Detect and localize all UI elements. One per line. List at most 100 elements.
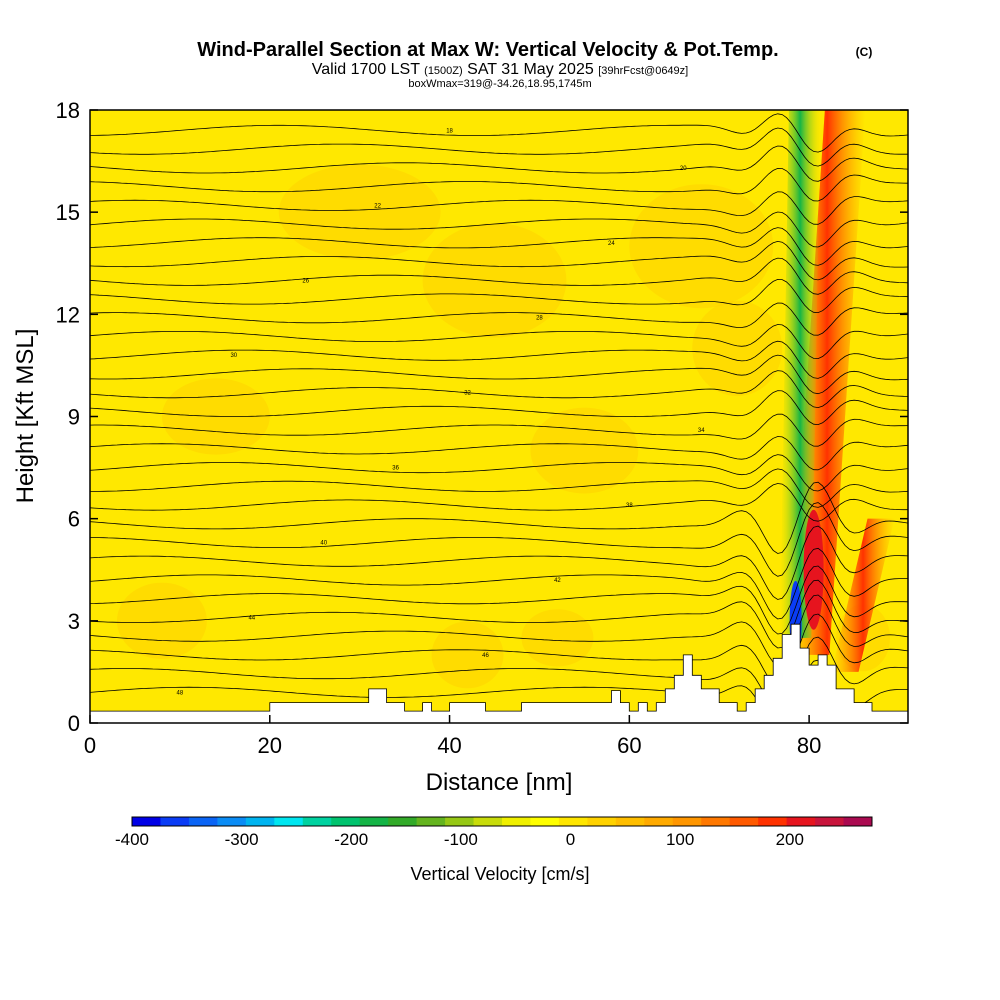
- colorbar-swatch: [388, 817, 418, 826]
- downdraft-band: [779, 110, 821, 638]
- isentrope-line: [90, 211, 908, 248]
- colorbar-tick-label: 100: [666, 830, 694, 849]
- isentrope-line: [90, 502, 908, 577]
- isentrope-line: [90, 547, 908, 620]
- isentrope-line: [90, 525, 908, 600]
- colorbar-swatch: [644, 817, 674, 826]
- vv-patch: [692, 300, 783, 397]
- y-tick-label: 15: [56, 200, 80, 225]
- updraft-band-east: [831, 518, 895, 672]
- colorbar-tick-label: -300: [225, 830, 259, 849]
- colorbar-tick-label: -200: [334, 830, 368, 849]
- colorbar-label: Vertical Velocity [cm/s]: [410, 864, 589, 884]
- isentrope-line: [90, 579, 908, 649]
- box-info: boxWmax=319@-34.26,18.95,1745m: [408, 78, 591, 90]
- convective-plume: [779, 110, 895, 672]
- colorbar-swatch: [815, 817, 845, 826]
- isentrope-label: 38: [626, 503, 633, 509]
- colorbar-swatch: [331, 817, 361, 826]
- isentrope-label: 44: [248, 615, 255, 621]
- colorbar-tick-label: 0: [566, 830, 575, 849]
- colorbar-swatch: [843, 817, 873, 826]
- x-tick-label: 40: [437, 733, 461, 758]
- y-tick-label: 6: [68, 507, 80, 532]
- colorbar-swatch: [160, 817, 190, 826]
- isentrope-line: [90, 302, 908, 336]
- chart-title: Wind-Parallel Section at Max W: Vertical…: [197, 39, 778, 61]
- isentrope-label: 34: [698, 428, 705, 434]
- isentrope-label: 42: [554, 578, 561, 584]
- colorbar-tick-label: -100: [444, 830, 478, 849]
- isentrope-line: [90, 370, 908, 409]
- x-tick-label: 80: [797, 733, 821, 758]
- isentrope-line: [90, 191, 908, 225]
- isentrope-contours: [90, 113, 908, 723]
- isentrope-label: 46: [482, 653, 489, 659]
- isentrope-line: [90, 594, 908, 666]
- colorbar-swatch: [701, 817, 731, 826]
- vv-patch: [521, 609, 594, 667]
- colorbar: -400 -300 -200 -100 0 100 200: [115, 816, 873, 849]
- isentrope-label: 18: [446, 128, 453, 134]
- colorbar-tick-label: 200: [776, 830, 804, 849]
- vv-patch: [431, 621, 504, 689]
- isentrope-line: [90, 454, 908, 492]
- colorbar-swatch: [217, 817, 247, 826]
- isentrope-line: [90, 659, 908, 723]
- chart-subtitle: Valid 1700 LST (1500Z) SAT 31 May 2025 […: [312, 61, 688, 78]
- vv-patch: [422, 223, 567, 338]
- isentrope-label: 48: [177, 690, 184, 696]
- colorbar-swatch: [587, 817, 617, 826]
- colorbar-swatch: [473, 817, 503, 826]
- isentrope-line: [90, 113, 908, 153]
- isentrope-label: 26: [302, 278, 309, 284]
- y-tick-label: 12: [56, 302, 80, 327]
- y-axis: 0 3 6 9 12 15 18: [56, 98, 908, 736]
- colorbar-swatch: [530, 817, 560, 826]
- colorbar-swatch: [672, 817, 702, 826]
- isentrope-line: [90, 354, 908, 395]
- isentrope-label: 22: [374, 203, 381, 209]
- subtitle-forecast: [39hrFcst@0649z]: [598, 65, 688, 77]
- colorbar-swatch: [416, 817, 446, 826]
- x-tick-label: 0: [84, 733, 96, 758]
- isentrope-label: 32: [464, 391, 471, 397]
- isentrope-labels: 48 46 44 42 40 38 36 34 32 30 28 26 24 22 20 18: [177, 128, 706, 696]
- subtitle-valid: Valid 1700 LST: [312, 61, 420, 78]
- isentrope-line: [90, 340, 908, 379]
- colorbar-swatch: [758, 817, 788, 826]
- x-tick-label: 20: [258, 733, 282, 758]
- isentrope-line: [90, 468, 908, 508]
- y-tick-label: 3: [68, 609, 80, 634]
- y-tick-label: 0: [68, 711, 80, 736]
- title-mark: (C): [856, 45, 873, 59]
- y-axis-label: Height [Kft MSL]: [12, 329, 39, 504]
- subtitle-utc: (1500Z): [424, 65, 463, 77]
- subtitle-date: SAT 31 May 2025: [467, 61, 594, 78]
- isentrope-line: [90, 436, 908, 471]
- colorbar-swatch: [188, 817, 218, 826]
- isentrope-line: [90, 481, 908, 554]
- colorbar-swatch: [729, 817, 759, 826]
- isentrope-line: [90, 324, 908, 360]
- x-axis-label: Distance [nm]: [426, 769, 573, 796]
- plot-field: 48 46 44 42 40 38 36 34 32 30 28 26 24 22 20 18: [90, 110, 908, 723]
- colorbar-swatch: [502, 817, 531, 826]
- vv-patch: [530, 407, 639, 494]
- isentrope-line: [90, 278, 908, 314]
- isentrope-label: 40: [320, 541, 327, 547]
- isentrope-line: [90, 145, 908, 182]
- isentrope-label: 28: [536, 316, 543, 322]
- updraft-core: [803, 509, 824, 630]
- isentrope-line: [90, 390, 908, 426]
- weak-vv-patches: [116, 164, 891, 689]
- isentrope-label: 20: [680, 166, 687, 172]
- y-tick-label: 18: [56, 98, 80, 123]
- isentrope-line: [90, 227, 908, 266]
- y-tick-label: 9: [68, 405, 80, 430]
- isentrope-line: [90, 565, 908, 635]
- colorbar-frame: [131, 816, 873, 827]
- colorbar-swatch: [786, 817, 816, 826]
- colorbar-swatch: [274, 817, 304, 826]
